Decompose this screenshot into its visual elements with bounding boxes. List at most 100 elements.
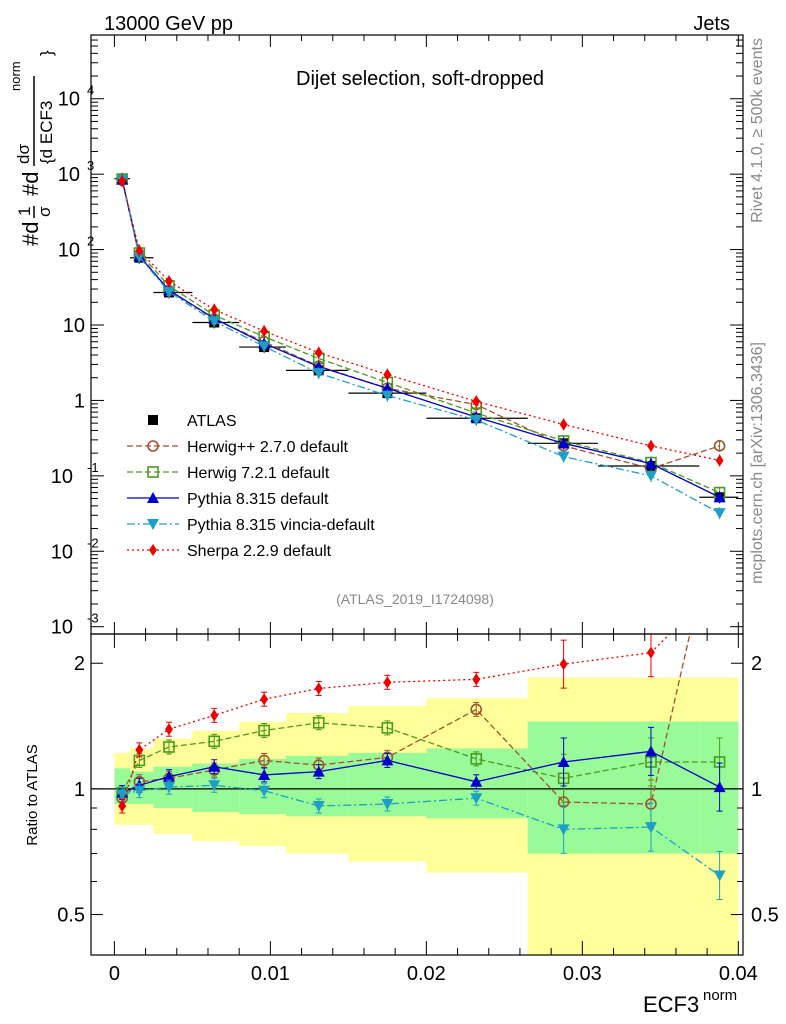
ratio-point [208, 735, 221, 748]
ratio-point [210, 709, 219, 722]
x-tick-label: 0.01 [251, 963, 290, 985]
uncertainty-band-inner [597, 721, 700, 854]
legend-item-herwig-7-2-1-default: Herwig 7.2.1 default [127, 465, 330, 482]
svg-text:#d: #d [18, 172, 43, 196]
header-energy: 13000 GeV pp [104, 13, 233, 35]
legend-marker [147, 440, 159, 452]
ratio-point [470, 775, 483, 787]
main-y-tick-label: 1 [74, 390, 85, 412]
ratio-point [644, 745, 657, 757]
legend-label: Pythia 8.315 vincia-default [187, 517, 375, 534]
ratio-point [314, 682, 323, 695]
x-axis-title: ECF3 norm [643, 987, 737, 1017]
ratio-point [646, 646, 655, 659]
legend-item-pythia-8-315-default: Pythia 8.315 default [127, 491, 329, 508]
ratio-point [162, 782, 175, 794]
ratio-point [312, 716, 325, 729]
data-point [381, 382, 394, 394]
data-point [713, 440, 726, 452]
ratio-point [559, 658, 568, 671]
ratio-point [260, 693, 269, 706]
data-point [383, 368, 392, 381]
ratio-y-tick-label: 2 [74, 653, 85, 675]
ratio-series-pythia-8-315-vincia-default [116, 777, 726, 901]
ratio-frame [90, 633, 744, 956]
svg-text:#d: #d [18, 222, 43, 246]
data-point [715, 454, 724, 467]
svg-text:norm: norm [8, 61, 23, 91]
main-y-tick-label: 10 [63, 315, 85, 337]
main-y-tick-label-base: 10 [58, 89, 80, 111]
ratio-y-tick-label-right: 2 [751, 653, 762, 675]
legend-label: Pythia 8.315 default [187, 491, 329, 508]
data-point [135, 244, 144, 257]
ratio-line [121, 634, 691, 805]
ratio-point [381, 754, 394, 766]
data-point [314, 346, 323, 359]
series-pythia-8-315-vincia-default [116, 173, 726, 520]
ratio-point [208, 780, 221, 792]
legend-label: ATLAS [187, 413, 237, 430]
main-y-tick-label-base: 10 [51, 541, 73, 563]
data-point [133, 251, 146, 263]
ratio-point [470, 703, 483, 716]
plot-title: Dijet selection, soft-dropped [296, 68, 544, 90]
ratio-point [258, 768, 271, 780]
ratio-point [164, 723, 173, 736]
ratio-point [133, 785, 146, 797]
ratio-point [258, 785, 271, 797]
x-tick-label: 0.04 [719, 963, 758, 985]
data-point [164, 275, 173, 288]
ratio-axes: 0.5 0.5 1 1 2 2 0 0.01 0.02 0.03 0.04 [57, 634, 779, 985]
legend-item-sherpa-2-2-9-default: Sherpa 2.2.9 default [127, 543, 332, 560]
mcplots-reference-label: mcplots.cern.ch [arXiv:1306.3436] [749, 342, 766, 584]
series-line-pythia-8-315-vincia-default [121, 179, 720, 514]
ratio-bands [91, 677, 743, 955]
legend-marker [147, 492, 159, 503]
ratio-y-tick-label: 1 [74, 779, 85, 801]
ratio-point [381, 799, 394, 811]
ratio-point [713, 870, 726, 882]
main-y-tick-label-base: 10 [58, 164, 80, 186]
legend-item-atlas: ATLAS [148, 413, 237, 430]
svg-text:}: } [37, 50, 56, 56]
legend-item-pythia-8-315-vincia-default: Pythia 8.315 vincia-default [127, 517, 375, 534]
data-point [646, 439, 655, 452]
data-point [557, 437, 570, 449]
ratio-point [118, 799, 127, 812]
ratio-y-tick-label-right: 0.5 [751, 905, 779, 927]
x-tick-label: 0 [109, 963, 120, 985]
data-point [260, 325, 269, 338]
series-sherpa-2-2-9-default [118, 175, 724, 467]
data-point [644, 457, 657, 469]
ratio-series-sherpa-2-2-9-default [118, 633, 671, 814]
ratio-series-group [116, 633, 726, 901]
legend-label: Herwig 7.2.1 default [187, 465, 330, 482]
ratio-point [312, 800, 325, 812]
header-process: Jets [693, 13, 730, 35]
data-point [470, 415, 483, 427]
legend-item-herwig-2-7-0-default: Herwig++ 2.7.0 default [127, 439, 349, 456]
main-y-tick-label-base: 10 [58, 240, 80, 262]
data-point [559, 418, 568, 431]
ratio-point [258, 724, 270, 737]
data-point [312, 368, 325, 380]
data-point [258, 341, 271, 353]
ratio-point [258, 754, 270, 767]
ratio-point [381, 722, 394, 734]
data-point [713, 508, 726, 520]
svg-text:σ: σ [35, 206, 54, 217]
ratio-point [208, 760, 221, 772]
ratio-point [557, 755, 570, 767]
x-tick-label: 0.02 [407, 963, 446, 985]
legend-label: Herwig++ 2.7.0 default [187, 439, 349, 456]
ratio-point [383, 676, 392, 689]
data-point [118, 175, 127, 188]
svg-text:dσ: dσ [14, 144, 33, 164]
svg-text:norm: norm [703, 987, 737, 1004]
data-point [162, 286, 175, 298]
data-point [208, 316, 221, 328]
data-point [210, 303, 219, 316]
data-point [713, 491, 726, 503]
